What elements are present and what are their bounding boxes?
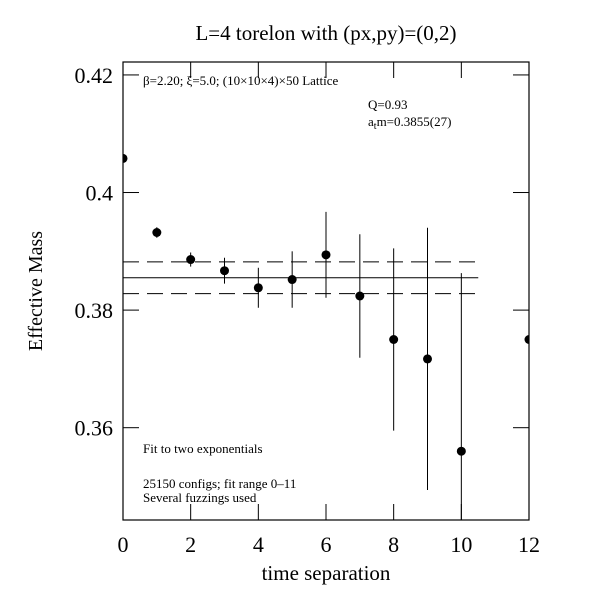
data-point: [389, 335, 399, 345]
annotation: atm=0.3855(27): [368, 114, 451, 132]
chart-title: L=4 torelon with (px,py)=(0,2): [195, 21, 456, 45]
x-tick-label: 10: [450, 532, 472, 557]
y-axis-label: Effective Mass: [25, 231, 47, 351]
data-point: [321, 250, 331, 260]
plot-area: [123, 153, 529, 520]
x-tick-label: 2: [185, 532, 196, 557]
data-point: [220, 266, 229, 276]
annotation-part: m=0.3855(27): [377, 114, 452, 129]
x-tick-label: 4: [253, 532, 264, 557]
annotation: Fit to two exponentials: [143, 441, 263, 456]
data-point: [287, 275, 297, 285]
y-tick-label: 0.36: [75, 416, 114, 441]
annotation: 25150 configs; fit range 0–11: [143, 476, 296, 491]
y-tick-label: 0.42: [75, 63, 114, 88]
data-point: [355, 291, 365, 301]
y-tick-label: 0.38: [75, 298, 114, 323]
y-tick-label: 0.4: [86, 181, 114, 206]
x-tick-label: 0: [118, 532, 129, 557]
data-point: [186, 255, 196, 265]
x-tick-label: 8: [388, 532, 399, 557]
data-point: [152, 228, 162, 238]
data-point: [456, 446, 466, 456]
data-point: [524, 335, 529, 345]
data-point: [423, 354, 432, 364]
annotation: Several fuzzings used: [143, 490, 257, 505]
x-tick-label: 6: [321, 532, 332, 557]
x-tick-label: 12: [518, 532, 540, 557]
x-axis-label: time separation: [262, 561, 391, 585]
annotation: Q=0.93: [368, 97, 407, 112]
annotation-part: a: [368, 114, 374, 129]
data-point: [253, 283, 263, 293]
annotation-sub: t: [374, 121, 377, 132]
annotation: β=2.20; ξ=5.0; (10×10×4)×50 Lattice: [143, 73, 339, 88]
data-point: [123, 153, 128, 163]
